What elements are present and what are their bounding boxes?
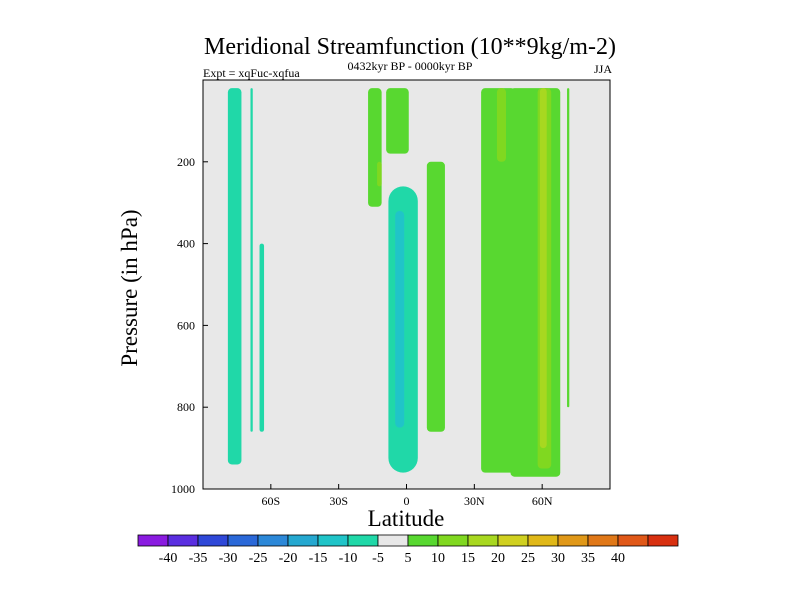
contour-region xyxy=(368,88,382,207)
y-tick-label: 1000 xyxy=(171,482,195,496)
contour-region xyxy=(510,88,561,477)
colorbar-swatch xyxy=(197,534,229,547)
contour-region xyxy=(386,88,409,154)
colorbar-swatch xyxy=(497,534,529,547)
colorbar-label: 40 xyxy=(611,551,625,566)
colorbar-label: 10 xyxy=(431,551,445,566)
y-tick-label: 600 xyxy=(177,318,195,332)
colorbar-label: -35 xyxy=(189,551,208,566)
y-tick-label: 200 xyxy=(177,155,195,169)
colorbar-swatch xyxy=(437,534,469,547)
experiment-label: Expt = xqFuc-xqfua xyxy=(203,66,300,80)
colorbar-label: 20 xyxy=(491,551,505,566)
contour-region xyxy=(259,243,265,432)
contour-region xyxy=(395,210,405,428)
colorbar-swatch xyxy=(557,534,589,547)
colorbar-label: 25 xyxy=(521,551,535,566)
colorbar-swatch xyxy=(167,534,199,547)
contour-region xyxy=(567,88,570,408)
colorbar-label: 5 xyxy=(405,551,412,566)
time-range-label: 0432kyr BP - 0000kyr BP xyxy=(348,59,473,73)
x-tick-label: 60S xyxy=(261,494,280,508)
y-tick-label: 800 xyxy=(177,400,195,414)
contour-region xyxy=(426,161,445,432)
chart-title: Meridional Streamfunction (10**9kg/m-2) xyxy=(204,34,616,60)
colorbar-label: -15 xyxy=(309,551,328,566)
x-tick-label: 30N xyxy=(464,494,485,508)
colorbar-label: -5 xyxy=(372,551,384,566)
x-tick-label: 30S xyxy=(329,494,348,508)
contour-region xyxy=(539,88,547,449)
x-axis-ticks: 60S 30S 0 30N 60N xyxy=(261,484,553,508)
colorbar-swatch xyxy=(587,534,619,547)
colorbar-labels: -40 -35 -30 -25 -20 -15 -10 -5 5 10 15 20 25 30 35 40 xyxy=(159,551,625,566)
x-axis-label: Latitude xyxy=(368,506,445,531)
colorbar-swatch xyxy=(227,534,259,547)
colorbar xyxy=(137,534,679,547)
colorbar-label: -40 xyxy=(159,551,178,566)
colorbar-swatch xyxy=(257,534,289,547)
contour-region xyxy=(250,88,253,432)
colorbar-swatch xyxy=(527,534,559,547)
colorbar-swatch xyxy=(347,534,379,547)
colorbar-swatch xyxy=(377,534,409,547)
colorbar-label: 35 xyxy=(581,551,595,566)
contour-region xyxy=(496,88,506,162)
colorbar-label: -30 xyxy=(219,551,238,566)
x-tick-label: 0 xyxy=(404,494,410,508)
contour-region xyxy=(227,88,242,465)
colorbar-label: 30 xyxy=(551,551,565,566)
contour-region xyxy=(481,88,516,473)
contour-region xyxy=(377,161,382,187)
colorbar-label: -25 xyxy=(249,551,268,566)
contour-regions xyxy=(227,88,570,477)
season-label: JJA xyxy=(594,62,612,76)
colorbar-swatch xyxy=(407,534,439,547)
colorbar-label: -10 xyxy=(339,551,358,566)
colorbar-label: -20 xyxy=(279,551,298,566)
colorbar-swatch xyxy=(287,534,319,547)
y-axis-label: Pressure (in hPa) xyxy=(117,209,142,366)
colorbar-swatch xyxy=(317,534,349,547)
colorbar-swatch xyxy=(137,534,169,547)
colorbar-swatch xyxy=(647,534,679,547)
y-tick-label: 400 xyxy=(177,237,195,251)
colorbar-label: 15 xyxy=(461,551,475,566)
y-axis-ticks: 200 400 600 800 1000 xyxy=(171,155,208,496)
plot-area xyxy=(202,79,611,490)
x-tick-label: 60N xyxy=(532,494,553,508)
colorbar-swatch xyxy=(617,534,649,547)
colorbar-swatch xyxy=(467,534,499,547)
